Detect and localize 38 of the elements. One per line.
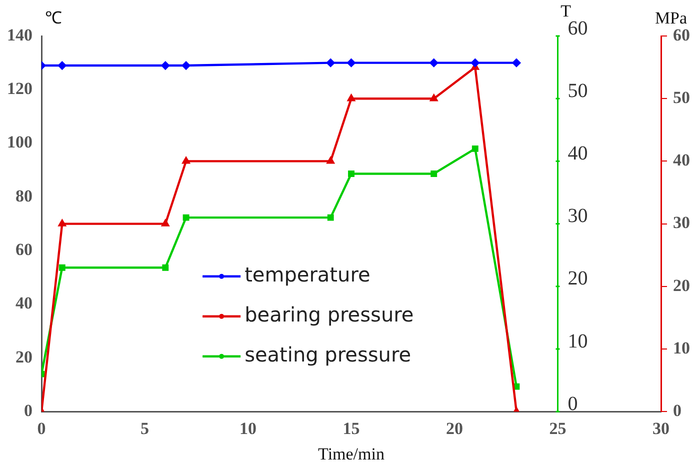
y-tick-label: 60 (16, 240, 32, 260)
y-tick-label: 80 (16, 186, 32, 206)
x-axis-title: Time/min (318, 444, 385, 464)
x-tick-label: 15 (342, 419, 360, 438)
y3-tick-label: 50 (568, 80, 588, 102)
x-tick-label: 20 (446, 419, 463, 438)
y3-tick-label: 30 (568, 205, 588, 228)
y2-axis-title: MPa (654, 8, 688, 28)
y3-tick-label: 0 (568, 392, 578, 415)
y3-tick-label: 20 (568, 268, 588, 290)
y-tick-label: 40 (16, 294, 32, 313)
y3-tick-label: 10 (568, 330, 588, 352)
legend-label: bearing pressure (244, 302, 414, 327)
x-tick-label: 5 (140, 419, 149, 438)
legend-label: seating pressure (244, 342, 412, 367)
point (182, 157, 190, 164)
y2-tick-label: 60 (673, 25, 690, 44)
y2-tick-label: 40 (673, 150, 690, 170)
x-tick-label: 10 (240, 419, 256, 438)
legend-label: temperature (244, 262, 370, 287)
y2-tick-label: 30 (673, 213, 690, 232)
y2-tick-label: 0 (673, 400, 682, 420)
x-tick-label: 0 (37, 419, 46, 438)
point (326, 157, 334, 164)
y-axis-title: ℃ (45, 8, 62, 28)
y2-tick-label: 50 (673, 88, 690, 107)
y2-tick-label: 10 (673, 338, 690, 358)
y-tick-label: 120 (7, 79, 32, 98)
x-tick-label: 30 (652, 419, 670, 438)
point (162, 220, 170, 226)
y3-tick-label: 40 (568, 142, 588, 164)
y-tick-label: 140 (7, 25, 32, 44)
y2-tick-label: 20 (673, 276, 690, 295)
x-tick-label: 25 (549, 419, 566, 438)
y-tick-label: 20 (16, 347, 32, 366)
point (58, 220, 66, 226)
y-tick-label: 0 (24, 400, 32, 420)
y-tick-label: 100 (7, 132, 32, 152)
